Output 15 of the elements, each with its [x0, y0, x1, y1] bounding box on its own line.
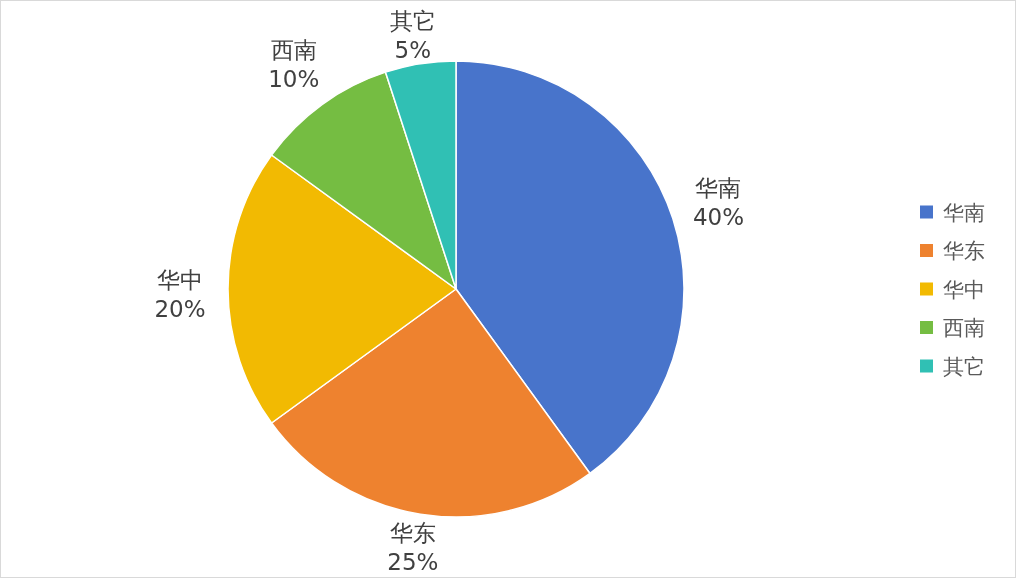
data-label: 10% — [268, 65, 320, 92]
slice-label: 华南 — [695, 175, 742, 202]
data-label: 40% — [692, 204, 745, 231]
data-label: 20% — [154, 296, 206, 322]
legend-label: 华南 — [943, 200, 985, 225]
legend-label: 华东 — [943, 239, 985, 263]
data-label: 25% — [387, 548, 439, 575]
slice-label: 其它 — [389, 8, 436, 35]
legend-label: 其它 — [943, 354, 985, 379]
slice-label: 华东 — [389, 519, 436, 546]
legend-label: 华中 — [943, 277, 985, 302]
slice-label: 西南 — [270, 36, 317, 63]
slice-label: 华中 — [157, 267, 203, 293]
data-label: 5% — [394, 37, 432, 64]
legend-label: 西南 — [943, 316, 985, 340]
